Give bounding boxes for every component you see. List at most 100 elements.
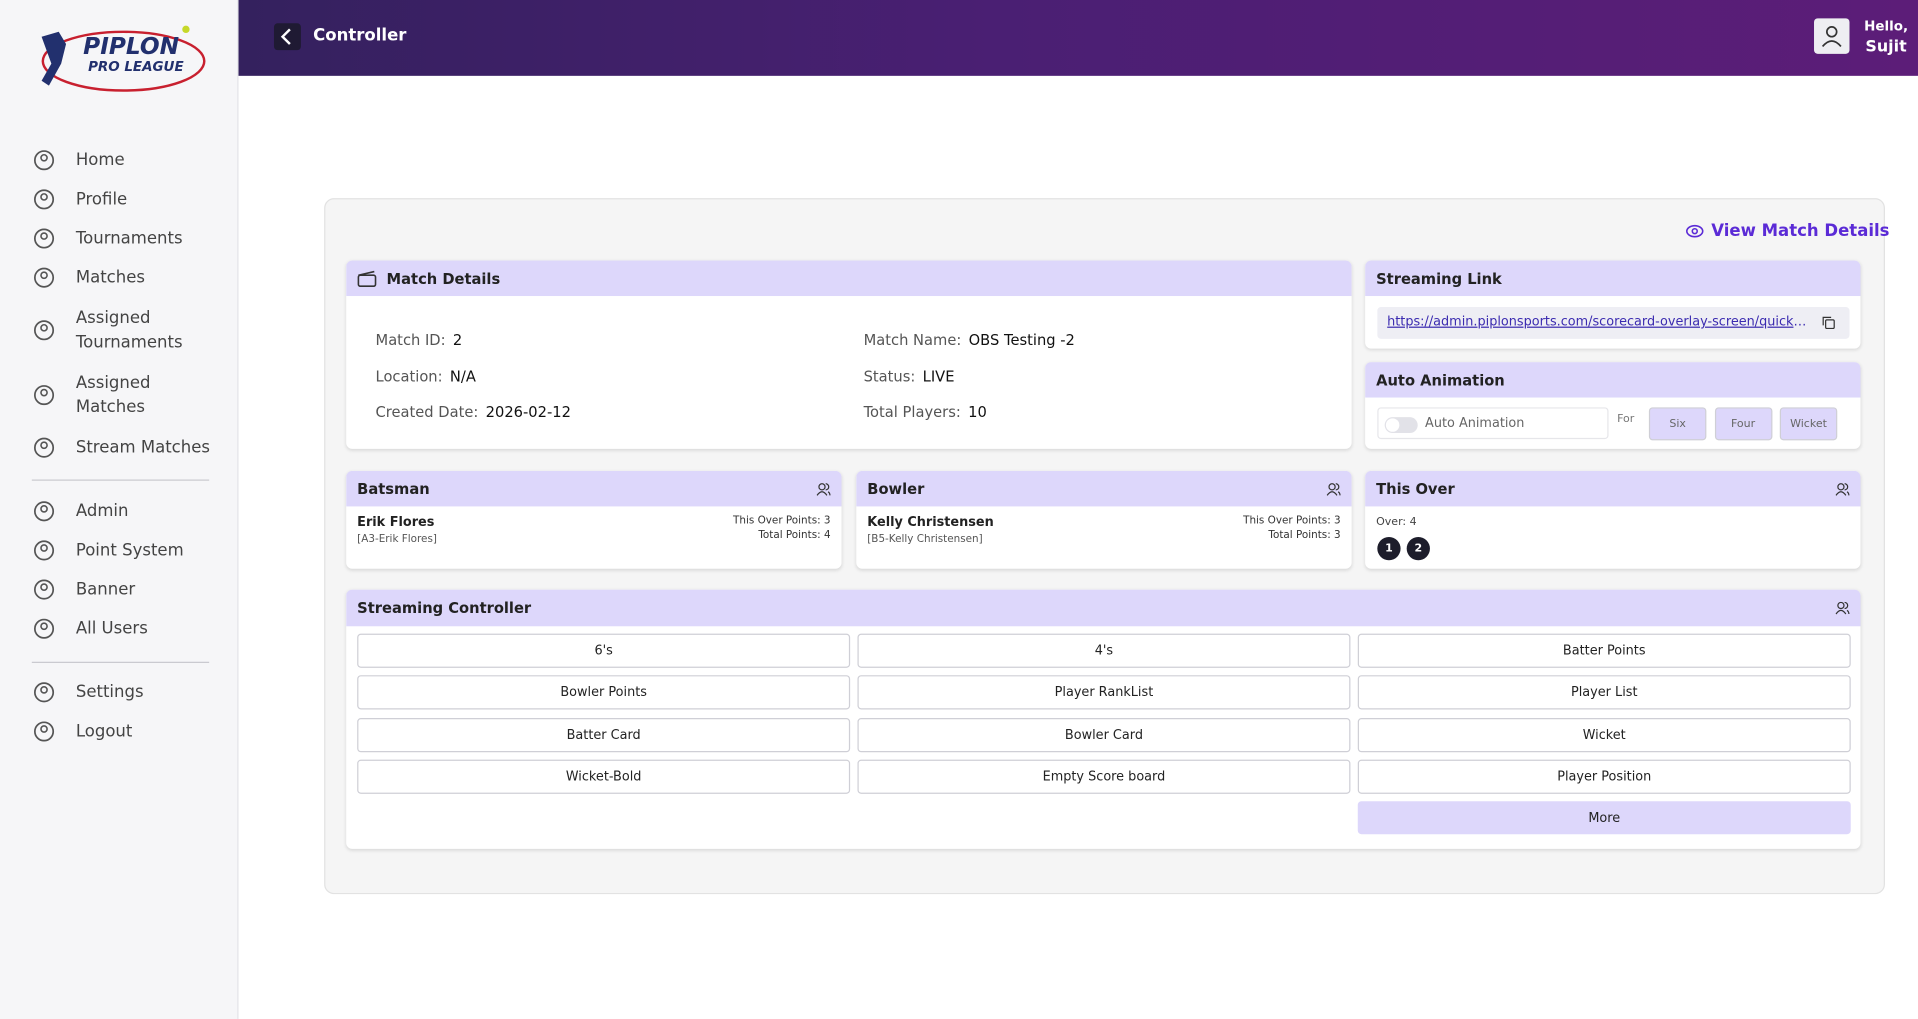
controller-button[interactable]: Player List [1357,675,1851,710]
nav-item[interactable]: Stream Matches [32,435,210,459]
nav-item[interactable]: Matches [32,265,145,289]
nav-label[interactable]: Point System [75,540,184,561]
nav-label[interactable]: Tournaments [75,228,183,249]
field: Total Players: 10 [864,399,987,422]
field: Created Date: 2026-02-12 [376,399,571,422]
nav-label[interactable]: Assigned Matches [75,373,151,418]
controller-button[interactable]: Wicket [1357,717,1851,752]
field-value: N/A [449,367,476,385]
nav-label[interactable]: Admin [75,501,129,522]
ball: 2 [1406,536,1430,561]
field: Match ID: 2 [376,327,463,350]
over-number: Over: 4 [1376,516,1417,529]
controller-button[interactable]: Empty Score board [857,759,1351,794]
field-label: Total Players: [863,403,961,421]
nav-item[interactable]: Logout [32,719,133,743]
card-header: Auto Animation [1365,362,1861,398]
streaming-link-card: Streaming Link https://admin.piplonsport… [1365,260,1861,349]
match-details-card: Match Details Match ID: 2 Match Name: OBS T… [346,260,1352,449]
card-title: Auto Animation [1376,371,1505,389]
copy-icon[interactable] [1821,316,1836,331]
controller-button[interactable]: Player Position [1357,759,1851,794]
more-button[interactable]: More [1357,801,1851,835]
divider [31,479,210,481]
link-box: https://admin.piplonsports.com/scorecard… [1377,307,1850,339]
controller-button[interactable]: Wicket-Bold [357,759,851,794]
user-name: Sujit [1865,37,1907,57]
link-text[interactable]: View Match Details [1711,221,1890,241]
logo: PIPLON PRO LEAGUE [41,25,206,92]
logo-text: PIPLON [83,33,179,60]
controller-button[interactable]: Batter Card [357,717,851,752]
header: Controller Hello, Sujit [238,0,1918,76]
nav-item[interactable]: Admin [32,499,129,523]
nav-item[interactable]: Settings [32,680,144,704]
card-header: Streaming Link [1365,260,1861,297]
view-match-details[interactable]: View Match Details [1686,221,1890,241]
nav-item[interactable]: Point System [32,538,184,562]
card-title: This Over [1376,480,1455,498]
field-value: 2026-02-12 [485,403,571,421]
animation-button[interactable]: Four [1714,407,1772,441]
field: Match Name: OBS Testing -2 [864,327,1075,350]
sidebar: PIPLON PRO LEAGUE Home Profile Tournaments… [0,0,239,1019]
card-title: Streaming Controller [357,599,532,617]
card-header: Streaming Controller [346,589,1861,627]
field-label: Location: [375,367,443,385]
streaming-controller-card: Streaming Controller 6's 4's Batter Points… [346,589,1861,849]
avatar[interactable] [1814,18,1850,54]
field: Status: LIVE [864,363,955,386]
nav-item[interactable]: Assigned Tournaments [32,306,186,355]
card-header: Batsman [346,470,842,507]
divider [31,661,210,663]
nav-label[interactable]: Home [75,150,125,171]
nav-label[interactable]: Settings [75,682,144,703]
card-title: Batsman [357,480,430,498]
controller-button[interactable]: Player RankList [857,675,1351,710]
animation-button[interactable]: Wicket [1779,407,1838,441]
nav-item[interactable]: Home [32,148,125,172]
nav-item[interactable]: Banner [32,577,135,601]
logo-subtext: PRO LEAGUE [88,60,184,75]
card-title: Match Details [386,269,501,287]
nav-label[interactable]: Stream Matches [75,437,210,458]
controller-button[interactable]: 6's [357,633,851,668]
player-name: Kelly Christensen [867,514,994,530]
toggle-label: Auto Animation [1425,415,1525,431]
nav-label[interactable]: Matches [75,267,145,288]
nav-item[interactable]: Assigned Matches [32,371,186,420]
over-points: This Over Points: 3 [733,514,831,528]
field-value: LIVE [922,367,955,385]
card-title: Streaming Link [1376,269,1502,287]
field: Location: N/A [376,363,476,386]
nav-item[interactable]: Profile [32,187,127,211]
nav-label[interactable]: Logout [75,721,133,742]
streaming-url[interactable]: https://admin.piplonsports.com/scorecard… [1387,314,1810,330]
controller-button[interactable]: Batter Points [1357,633,1851,668]
ball: 1 [1377,536,1401,561]
nav-label[interactable]: All Users [75,618,148,639]
nav-label[interactable]: Banner [75,579,136,600]
controller-button[interactable]: Bowler Card [857,717,1351,752]
nav-label[interactable]: Assigned Tournaments [75,308,183,353]
animation-button[interactable]: Six [1648,407,1707,441]
batsman-card: Batsman Erik Flores [A3-Erik Flores] This O… [346,470,842,569]
back-button[interactable] [273,23,301,51]
toggle[interactable] [1384,417,1418,434]
over-points: This Over Points: 3 [1243,514,1341,528]
nav-label[interactable]: Profile [75,189,128,210]
field-value: 2 [452,331,463,349]
header-title: Controller [313,25,407,46]
greeting: Hello, [1864,18,1909,35]
nav-item[interactable]: All Users [32,616,148,640]
field-value: OBS Testing -2 [968,331,1075,349]
total-points: Total Points: 4 [758,529,831,542]
field-label: Match Name: [863,331,962,349]
controller-button[interactable]: 4's [857,633,1351,668]
nav-item[interactable]: Tournaments [32,226,183,250]
player-tag: [B5-Kelly Christensen] [867,533,983,546]
controller-button[interactable]: Bowler Points [357,675,851,710]
